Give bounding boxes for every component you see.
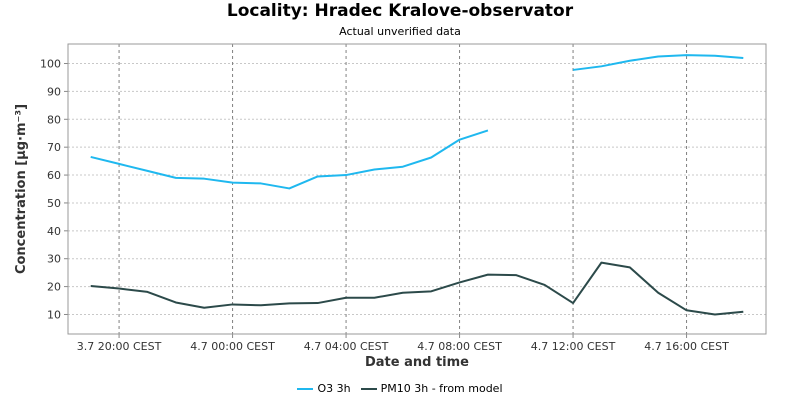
plot-area: [68, 44, 766, 334]
legend-item-pm10: PM10 3h - from model: [360, 382, 503, 395]
y-tick-label: 30: [47, 253, 61, 266]
chart-subtitle: Actual unverified data: [339, 25, 461, 38]
y-tick-label: 100: [40, 58, 61, 71]
y-tick-label: 40: [47, 225, 61, 238]
series-line-1: [90, 261, 744, 316]
x-axis-label: Date and time: [365, 355, 469, 370]
legend-label-pm10: PM10 3h - from model: [380, 382, 503, 395]
chart-legend: O3 3h PM10 3h - from model: [0, 382, 800, 395]
y-tick-label: 10: [47, 308, 61, 321]
x-tick-label: 4.7 12:00 CEST: [531, 340, 616, 353]
x-tick-label: 4.7 00:00 CEST: [190, 340, 275, 353]
legend-label-o3: O3 3h: [317, 382, 351, 395]
x-tick-label: 4.7 04:00 CEST: [304, 340, 389, 353]
y-axis-label: Concentration [µg·m⁻³]: [14, 104, 29, 274]
legend-item-o3: O3 3h: [297, 382, 351, 395]
x-tick-label: 3.7 20:00 CEST: [77, 340, 162, 353]
plot-border: [67, 43, 767, 335]
y-tick-label: 50: [47, 197, 61, 210]
y-tick-label: 20: [47, 281, 61, 294]
series-line-0: [90, 129, 489, 190]
y-tick-label: 80: [47, 113, 61, 126]
y-tick-label: 60: [47, 169, 61, 182]
y-tick-label: 90: [47, 85, 61, 98]
legend-swatch-o3: [297, 387, 314, 390]
legend-swatch-pm10: [360, 387, 377, 390]
chart-title: Locality: Hradec Kralove-observator: [226, 1, 574, 21]
series-line-0: [572, 54, 744, 71]
x-tick-label: 4.7 08:00 CEST: [417, 340, 502, 353]
x-tick-label: 4.7 16:00 CEST: [644, 340, 729, 353]
y-tick-label: 70: [47, 141, 61, 154]
